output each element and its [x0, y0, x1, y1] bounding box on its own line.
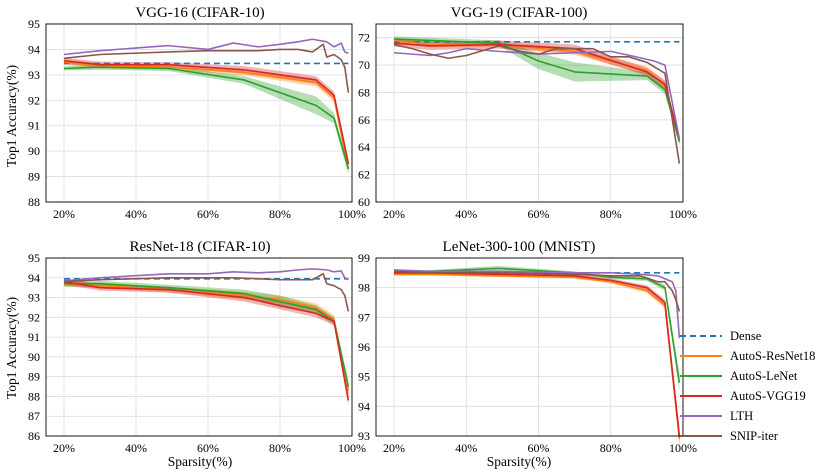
y-tick-label: 91	[28, 330, 40, 344]
x-tick-label: 40%	[125, 441, 147, 455]
plot-frame	[45, 23, 353, 203]
y-tick-label: 86	[28, 429, 40, 443]
series-lth	[63, 268, 349, 282]
series-autos-resnet18	[394, 273, 681, 440]
panel-title: VGG-16 (CIFAR-10)	[135, 5, 264, 21]
y-tick-label: 87	[28, 409, 40, 423]
x-tick-label: 100%	[338, 207, 366, 221]
band-autos-lenet	[394, 266, 680, 392]
y-tick-label: 72	[358, 31, 370, 45]
y-tick-label: 94	[358, 399, 370, 413]
y-tick-label: 89	[28, 170, 40, 184]
y-tick-label: 62	[358, 168, 370, 182]
y-tick-label: 90	[28, 350, 40, 364]
panel-resnet18-cifar10: ResNet-18 (CIFAR-10) Top1 Accuracy(%) Sp…	[4, 239, 366, 469]
y-tick-label: 92	[28, 93, 40, 107]
legend-label-snip-iter: SNIP-iter	[730, 429, 779, 443]
y-axis-label: Top1 Accuracy(%)	[4, 297, 19, 399]
legend: Dense AutoS-ResNet18 AutoS-LeNet AutoS-V…	[680, 329, 815, 443]
y-tick-label: 91	[28, 119, 40, 133]
band-autos-lenet	[394, 36, 680, 146]
band-autos-vgg19	[394, 271, 680, 445]
y-tick-label: 93	[28, 68, 40, 82]
x-tick-label: 80%	[600, 441, 622, 455]
panel-title: ResNet-18 (CIFAR-10)	[130, 239, 271, 255]
y-tick-label: 96	[358, 340, 370, 354]
x-axis-label: Sparsity(%)	[168, 454, 233, 469]
y-tick-label: 98	[358, 281, 370, 295]
y-tick-label: 90	[28, 144, 40, 158]
y-tick-label: 68	[358, 85, 370, 99]
legend-label-autos-vgg19: AutoS-VGG19	[730, 389, 806, 403]
x-tick-label: 20%	[53, 441, 75, 455]
legend-label-lth: LTH	[730, 409, 753, 423]
series-autos-lenet	[63, 66, 350, 170]
y-tick-label: 94	[28, 271, 40, 285]
x-tick-label: 100%	[669, 207, 697, 221]
y-tick-label: 95	[28, 251, 40, 265]
x-tick-label: 60%	[197, 207, 219, 221]
y-tick-label: 70	[358, 58, 370, 72]
x-tick-label: 20%	[383, 441, 405, 455]
series-snip-iter	[63, 273, 350, 312]
y-tick-label: 88	[28, 195, 40, 209]
x-tick-label: 100%	[669, 441, 697, 455]
x-tick-label: 80%	[269, 441, 291, 455]
y-tick-label: 92	[28, 310, 40, 324]
plot-frame	[375, 257, 684, 437]
x-tick-label: 20%	[53, 207, 75, 221]
legend-label-autos-resnet18: AutoS-ResNet18	[730, 349, 815, 363]
y-tick-label: 88	[28, 389, 40, 403]
x-tick-label: 40%	[125, 207, 147, 221]
y-tick-label: 89	[28, 370, 40, 384]
series-lth	[394, 269, 681, 339]
y-tick-label: 95	[28, 17, 40, 31]
y-tick-label: 66	[358, 113, 370, 127]
plot-frame	[375, 23, 684, 203]
panel-lenet-mnist: LeNet-300-100 (MNIST) Sparsity(%) 93 94 95…	[358, 239, 697, 469]
plot-frame	[45, 257, 353, 437]
panel-vgg19-cifar100: VGG-19 (CIFAR-100) 60 62 64 66 68 70 72 20% 40% 6…	[358, 5, 697, 221]
panel-title: LeNet-300-100 (MNIST)	[443, 239, 596, 255]
series-autos-vgg19	[63, 60, 350, 165]
series-lth	[393, 47, 681, 140]
series-snip-iter	[393, 43, 681, 164]
series-lth	[63, 38, 349, 56]
x-tick-label: 100%	[338, 441, 366, 455]
x-tick-label: 80%	[269, 207, 291, 221]
panel-title: VGG-19 (CIFAR-100)	[451, 5, 588, 21]
x-tick-label: 80%	[600, 207, 622, 221]
y-tick-label: 95	[358, 370, 370, 384]
legend-label-dense: Dense	[730, 329, 762, 343]
series-snip-iter	[63, 43, 350, 93]
x-axis-label: Sparsity(%)	[487, 454, 552, 469]
x-tick-label: 60%	[528, 207, 550, 221]
series-autos-lenet	[394, 38, 681, 142]
plot-area	[46, 24, 352, 202]
panel-vgg16-cifar10: VGG-16 (CIFAR-10) Top1 Accuracy(%) 88 89 9…	[4, 5, 366, 221]
y-tick-label: 97	[358, 310, 370, 324]
y-tick-label: 94	[28, 42, 40, 56]
y-tick-label: 99	[358, 251, 370, 265]
y-axis-label: Top1 Accuracy(%)	[4, 65, 19, 167]
x-tick-label: 20%	[383, 207, 405, 221]
series-snip-iter	[394, 270, 681, 312]
y-tick-label: 60	[358, 195, 370, 209]
x-tick-label: 40%	[455, 441, 477, 455]
y-tick-label: 93	[28, 291, 40, 305]
x-tick-label: 40%	[455, 207, 477, 221]
y-tick-label: 93	[358, 429, 370, 443]
series-autos-vgg19	[63, 280, 350, 401]
x-tick-label: 60%	[528, 441, 550, 455]
legend-label-autos-lenet: AutoS-LeNet	[730, 369, 798, 383]
y-tick-label: 64	[358, 140, 370, 154]
x-tick-label: 60%	[197, 441, 219, 455]
